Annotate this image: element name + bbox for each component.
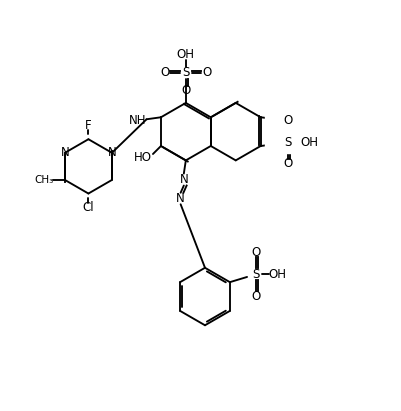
Text: O: O <box>251 290 260 302</box>
Text: O: O <box>282 113 292 127</box>
Text: O: O <box>288 138 297 150</box>
Text: NH: NH <box>129 114 146 127</box>
Text: N: N <box>176 192 184 205</box>
Text: S: S <box>284 136 291 148</box>
Text: O: O <box>201 67 211 79</box>
Text: N: N <box>61 146 69 159</box>
Text: OH: OH <box>176 48 194 62</box>
Text: S: S <box>251 268 259 281</box>
Text: S: S <box>289 117 296 130</box>
Text: S: S <box>182 67 189 79</box>
Text: O: O <box>282 157 292 171</box>
Text: CH₃: CH₃ <box>34 175 53 185</box>
Text: O: O <box>181 84 190 97</box>
Text: OH: OH <box>306 117 324 130</box>
Text: OH: OH <box>268 268 286 281</box>
Text: O: O <box>288 96 297 109</box>
Text: HO: HO <box>133 152 151 164</box>
Text: OH: OH <box>300 136 318 148</box>
Text: N: N <box>107 146 116 159</box>
Text: F: F <box>85 119 91 132</box>
Text: O: O <box>160 67 169 79</box>
Text: N: N <box>179 173 188 186</box>
Polygon shape <box>265 93 324 153</box>
Text: Cl: Cl <box>82 201 94 214</box>
Text: O: O <box>251 246 260 259</box>
